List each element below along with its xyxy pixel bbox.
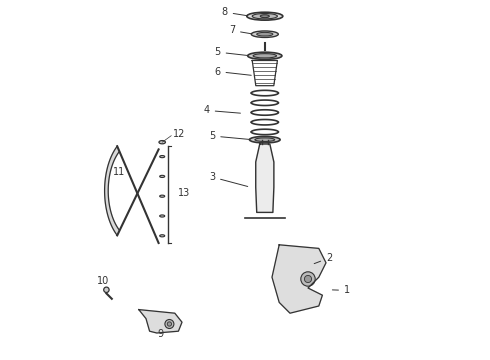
Ellipse shape [160,156,165,158]
Text: 4: 4 [204,105,241,116]
Text: 10: 10 [98,276,110,287]
Polygon shape [139,310,182,333]
Ellipse shape [247,12,283,20]
Ellipse shape [251,31,278,37]
Text: 8: 8 [221,7,247,17]
Ellipse shape [104,287,109,292]
Text: 12: 12 [173,129,185,139]
Polygon shape [104,146,120,235]
Text: 6: 6 [215,67,251,77]
Ellipse shape [160,215,165,217]
Text: 3: 3 [209,172,248,186]
Ellipse shape [255,138,275,141]
Ellipse shape [167,322,171,326]
Text: 5: 5 [215,47,247,57]
Ellipse shape [257,32,273,36]
Polygon shape [272,245,326,313]
Ellipse shape [160,235,165,237]
Text: 1: 1 [332,285,350,296]
Text: 13: 13 [178,188,191,198]
Ellipse shape [249,136,280,143]
Ellipse shape [248,52,282,59]
Ellipse shape [253,54,276,58]
Ellipse shape [252,14,277,19]
Ellipse shape [260,15,270,18]
Text: 11: 11 [113,167,125,177]
Ellipse shape [159,141,166,144]
Ellipse shape [304,275,312,283]
Text: 5: 5 [209,131,249,141]
Ellipse shape [301,272,315,286]
Ellipse shape [160,195,165,197]
Text: 7: 7 [229,26,251,36]
Ellipse shape [165,320,174,328]
Text: 2: 2 [314,253,332,264]
Text: 9: 9 [157,329,164,339]
Ellipse shape [160,175,165,177]
Polygon shape [256,144,274,212]
